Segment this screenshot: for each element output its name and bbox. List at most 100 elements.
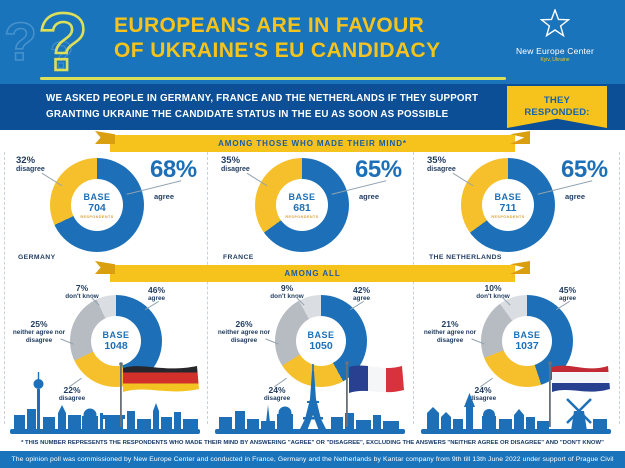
disagree-text: disagree [221,166,250,173]
footnote: * THIS NUMBER REPRESENTS THE RESPONDENTS… [21,440,604,446]
title-line-1: EUROPEANS ARE IN FAVOUR [114,14,425,37]
agree-callout: 68% agree [126,156,206,201]
agree-pct: 42% [353,285,371,295]
question-line-1: WE ASKED PEOPLE IN GERMANY, FRANCE AND T… [46,93,479,104]
agree-label: 42% agree [353,285,407,303]
agree-pct: 65% [561,156,608,183]
disagree-text: disagree [427,166,456,173]
neither-pct: 25% [30,319,48,329]
neither-text: neither agree nor disagree [423,329,477,344]
base-label: BASE [102,330,130,340]
disagree-pct: 35% [427,155,447,166]
berlin-skyline [10,362,200,434]
respondents-label: RESPONDENTS [491,214,525,219]
chart-france-all: BASE 1050 9% don't know 42% agree 26% ne… [215,283,411,437]
disagree-label: 35% disagree [427,155,456,173]
disagree-pct: 35% [221,155,241,166]
donut-chart: BASE 711 RESPONDENTS [461,158,555,252]
base-value: 1050 [309,340,333,352]
donut-center: BASE 1037 [502,316,552,366]
ribbon-label: AMONG ALL [284,269,341,278]
donut-chart: BASE 704 RESPONDENTS [50,158,144,252]
logo-subtitle: Kyiv, Ukraine [540,57,570,63]
disagree-label: 32% disagree [16,155,45,173]
base-value: 1048 [104,340,128,352]
ribbon-label: AMONG THOSE WHO MADE THEIR MIND* [218,139,407,148]
base-value: 1037 [515,340,539,352]
agree-callout: 65% agree [537,156,617,201]
question-band: WE ASKED PEOPLE IN GERMANY, FRANCE AND T… [0,84,625,130]
title-line-2: OF UKRAINE'S EU CANDIDACY [114,39,441,63]
donut-center: BASE 711 RESPONDENTS [482,179,534,231]
dont-know-text: don't know [65,293,99,300]
neither-label: 21% neither agree nor disagree [421,319,479,345]
dashed-separator [207,152,208,424]
neither-pct: 21% [441,319,459,329]
country-label: THE NETHERLANDS [429,254,502,261]
dont-know-pct: 10% [484,283,502,293]
agree-text: agree [559,295,577,302]
dashed-separator [4,152,5,424]
dont-know-label: 9% don't know [257,283,317,301]
base-value: 681 [293,201,311,214]
footer-bar: The opinion poll was commissioned by New… [0,451,625,468]
base-label: BASE [513,330,541,340]
donut-center: BASE 704 RESPONDENTS [71,179,123,231]
amsterdam-skyline [421,361,611,434]
neither-label: 26% neither agree nor disagree [215,319,273,345]
disagree-label: 24% disagree [457,385,509,403]
ribbon-fold [510,131,530,144]
agree-pct: 46% [148,285,166,295]
windmill-blades [566,398,592,424]
agree-text: agree [148,295,166,302]
agree-text: agree [353,295,371,302]
disagree-text: disagree [263,395,291,402]
question-mark-icon: ? ? ? [3,0,122,89]
charts-panel: AMONG THOSE WHO MADE THEIR MIND* BASE 70… [0,130,625,451]
chart-netherlands-all: BASE 1037 10% don't know 45% agree 21% n… [421,283,617,437]
question-line-2: GRANTING UKRAINE THE CANDIDATE STATUS IN… [46,108,449,120]
agree-label: 45% agree [559,285,613,303]
dont-know-pct: 9% [280,283,294,293]
disagree-pct: 24% [268,385,286,395]
footer-text: The opinion poll was commissioned by New… [11,456,614,463]
base-label: BASE [288,191,316,202]
disagree-text: disagree [469,395,497,402]
dutch-flag [548,361,610,427]
donut-center: BASE 1048 [91,316,141,366]
german-flag [119,362,199,427]
disagree-label: 24% disagree [251,385,303,403]
agree-pct: 68% [150,156,197,183]
disagree-pct: 24% [474,385,492,395]
ribbon-fold [95,131,115,144]
neither-text: neither agree nor disagree [217,329,271,344]
neither-label: 25% neither agree nor disagree [10,319,68,345]
badge-line-1: THEY [543,95,571,106]
agree-pct: 65% [355,156,402,183]
chart-france-decided: BASE 681 RESPONDENTS 35% disagree 65% ag… [215,155,411,263]
svg-text:?: ? [4,12,37,72]
dont-know-label: 10% don't know [463,283,523,301]
disagree-label: 22% disagree [46,385,98,403]
question-text: WE ASKED PEOPLE IN GERMANY, FRANCE AND T… [46,91,478,122]
agree-label: 46% agree [148,285,202,303]
section-ribbon-among-all: AMONG ALL [95,261,530,282]
agree-callout: 65% agree [331,156,411,201]
section-ribbon-decided: AMONG THOSE WHO MADE THEIR MIND* [95,131,530,152]
dont-know-text: don't know [270,293,304,300]
header: ? ? ? EUROPEANS ARE IN FAVOUR OF UKRAINE… [0,0,625,89]
donut-chart: BASE 681 RESPONDENTS [255,158,349,252]
base-label: BASE [83,191,111,202]
chart-netherlands-decided: BASE 711 RESPONDENTS 35% disagree 65% ag… [421,155,617,263]
ribbon-fold [95,261,115,274]
dashed-separator [619,152,620,424]
new-europe-center-logo: New Europe Center Kyiv, Ukraine [499,7,611,63]
dashed-separator [413,152,414,424]
dont-know-label: 7% don't know [52,283,112,301]
agree-pct: 45% [559,285,577,295]
country-label: GERMANY [18,254,56,261]
donut-center: BASE 1050 [296,316,346,366]
disagree-pct: 22% [63,385,81,395]
chart-germany-decided: BASE 704 RESPONDENTS 32% disagree 68% ag… [10,155,206,263]
